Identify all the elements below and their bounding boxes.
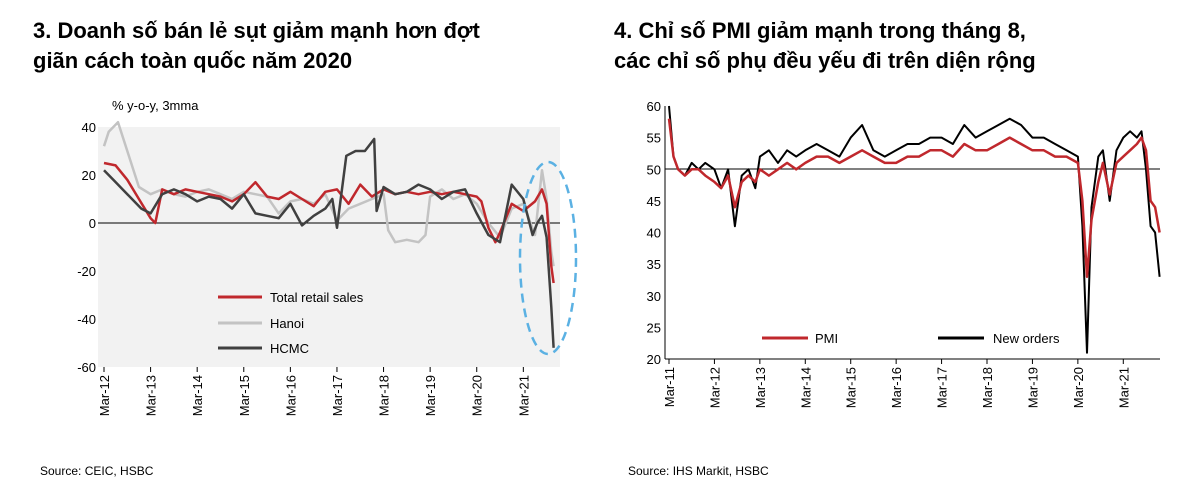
chart1-title-line2: giãn cách toàn quốc năm 2020	[33, 48, 353, 73]
chart1-xtick-mar-15: Mar-15	[237, 375, 252, 416]
chart1-ytick-0: 0	[89, 216, 96, 231]
chart1-xtick-mar-14: Mar-14	[190, 375, 205, 416]
chart2-xtick-mar-19: Mar-19	[1025, 367, 1040, 408]
chart2-ytick-40: 40	[647, 226, 661, 241]
chart2-xtick-mar-21: Mar-21	[1116, 367, 1131, 408]
chart1-xtick-mar-13: Mar-13	[144, 375, 159, 416]
legend-hanoi: Hanoi	[270, 316, 304, 331]
chart2-ytick-25: 25	[647, 320, 661, 335]
chart1-ytick-60: -60	[77, 360, 96, 375]
chart1-xtick-mar-20: Mar-20	[470, 375, 485, 416]
chart2-xtick-mar-18: Mar-18	[980, 367, 995, 408]
chart2-xtick-mar-17: Mar-17	[935, 367, 950, 408]
chart2-source: Source: IHS Markit, HSBC	[628, 464, 769, 478]
chart1-title: 3. Doanh số bán lẻ sụt giảm mạnh hơn đợt…	[33, 16, 480, 76]
chart2-title-line1: 4. Chỉ số PMI giảm mạnh trong tháng 8,	[614, 18, 1026, 43]
chart1-source: Source: CEIC, HSBC	[40, 464, 154, 478]
chart2-title-line2: các chỉ số phụ đều yếu đi trên diện rộng	[614, 48, 1036, 73]
chart2-legend: PMI New orders	[762, 331, 1060, 346]
chart2-ytick-60: 60	[647, 99, 661, 114]
chart2-series-pmi	[667, 118, 1161, 279]
chart1-plot-area	[98, 127, 560, 367]
chart2-ytick-35: 35	[647, 257, 661, 272]
chart2-series-new-orders	[668, 105, 1161, 354]
chart1-series-hanoi	[102, 120, 555, 267]
chart1-ytick-20: 20	[82, 168, 96, 183]
chart1-ylabel: % y-o-y, 3mma	[112, 98, 199, 113]
chart2-xtick-mar-13: Mar-13	[753, 367, 768, 408]
chart2-xtick-mar-20: Mar-20	[1071, 367, 1086, 408]
legend-hcmc: HCMC	[270, 341, 309, 356]
chart1-legend: Total retail sales Hanoi HCMC	[218, 290, 364, 356]
chart1-ytick-20: -20	[77, 264, 96, 279]
chart1-title-line1: 3. Doanh số bán lẻ sụt giảm mạnh hơn đợt	[33, 18, 480, 43]
chart2-ytick-50: 50	[647, 162, 661, 177]
chart1-xtick-mar-16: Mar-16	[283, 375, 298, 416]
chart2-ytick-55: 55	[647, 131, 661, 146]
chart1-xtick-mar-18: Mar-18	[377, 375, 392, 416]
chart1-xtick-mar-12: Mar-12	[97, 375, 112, 416]
chart1-highlight-ellipse	[518, 160, 578, 356]
chart1-xtick-mar-17: Mar-17	[330, 375, 345, 416]
chart1-ytick-40: 40	[82, 120, 96, 135]
chart2-xtick-mar-14: Mar-14	[798, 367, 813, 408]
chart1-retail-sales: % y-o-y, 3mma 40 20 0 -20 -40 -60 Mar-12 Mar-1…	[40, 98, 578, 478]
chart2-xtick-mar-12: Mar-12	[707, 367, 722, 408]
chart2-ytick-45: 45	[647, 194, 661, 209]
chart2-xtick-mar-15: Mar-15	[844, 367, 859, 408]
legend-total-retail-sales: Total retail sales	[270, 290, 364, 305]
chart2-xtick-mar-11: Mar-11	[662, 367, 677, 407]
chart1-xtick-mar-19: Mar-19	[423, 375, 438, 416]
legend-pmi: PMI	[815, 331, 838, 346]
chart2-xtick-mar-16: Mar-16	[889, 367, 904, 408]
chart1-ytick-40: -40	[77, 312, 96, 327]
chart1-series-total-retail-sales	[103, 161, 555, 284]
chart1-xtick-mar-21: Mar-21	[516, 375, 531, 416]
chart2-title: 4. Chỉ số PMI giảm mạnh trong tháng 8, c…	[614, 16, 1036, 76]
legend-new-orders: New orders	[993, 331, 1060, 346]
chart2-ytick-20: 20	[647, 352, 661, 367]
chart2-ytick-30: 30	[647, 289, 661, 304]
chart1-series-hcmc	[103, 137, 555, 348]
